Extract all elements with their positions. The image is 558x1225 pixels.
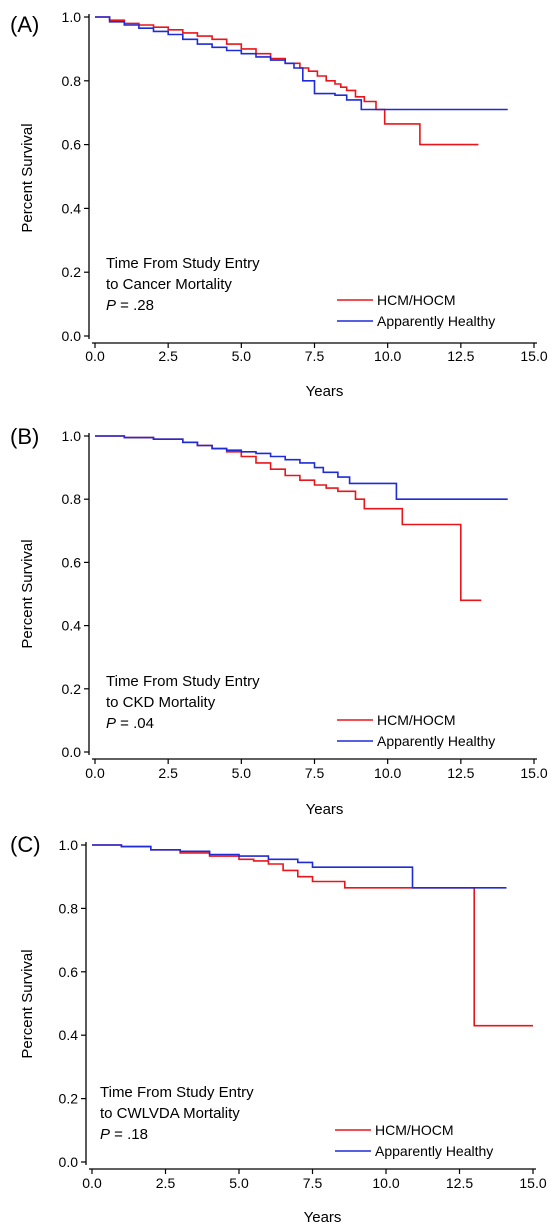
y-tick-label: 0.4 bbox=[62, 618, 82, 634]
y-tick-label: 0.6 bbox=[59, 964, 79, 980]
chart-panel-1: (A) 0.0 0.2 0.4 0.6 0.8 1.0 0.0 2.5 5.0 7.5 10.0 12.… bbox=[10, 9, 548, 400]
x-tick-label: 5.0 bbox=[232, 348, 252, 364]
legend-entry: Apparently Healthy bbox=[377, 733, 495, 749]
annotation-line-2: to CKD Mortality bbox=[106, 694, 216, 711]
x-tick-label: 15.0 bbox=[520, 348, 547, 364]
y-tick-label: 0.8 bbox=[59, 900, 79, 916]
x-tick-label: 0.0 bbox=[85, 765, 105, 781]
legend-entry: HCM/HOCM bbox=[377, 292, 456, 308]
p-value-text: P = .18 bbox=[100, 1126, 148, 1143]
x-tick-label: 10.0 bbox=[374, 348, 401, 364]
series-line-hcm-hocm bbox=[95, 16, 479, 146]
x-tick-label: 12.5 bbox=[447, 348, 474, 364]
x-tick-label: 7.5 bbox=[305, 765, 325, 781]
panel-label: (B) bbox=[10, 424, 39, 449]
annotation-line-2: to CWLVDA Mortality bbox=[100, 1105, 240, 1122]
x-tick-label: 10.0 bbox=[372, 1175, 399, 1191]
x-tick-label: 15.0 bbox=[520, 765, 547, 781]
y-tick-label: 0.4 bbox=[62, 200, 82, 216]
x-tick-label: 0.0 bbox=[82, 1175, 102, 1191]
y-tick-label: 1.0 bbox=[62, 428, 82, 444]
series-line-apparently-healthy bbox=[92, 844, 507, 889]
x-axis-title: Years bbox=[306, 801, 344, 818]
p-value-text: P = .04 bbox=[106, 715, 154, 732]
y-tick-label: 0.4 bbox=[59, 1027, 79, 1043]
legend-entry: Apparently Healthy bbox=[377, 313, 495, 329]
y-tick-label: 0.0 bbox=[62, 744, 82, 760]
x-tick-label: 2.5 bbox=[158, 765, 178, 781]
x-tick-label: 12.5 bbox=[447, 765, 474, 781]
y-tick-label: 0.2 bbox=[62, 681, 82, 697]
legend-entry: HCM/HOCM bbox=[377, 712, 456, 728]
legend-entry: HCM/HOCM bbox=[375, 1122, 454, 1138]
x-tick-label: 5.0 bbox=[229, 1175, 249, 1191]
y-tick-label: 0.0 bbox=[59, 1154, 79, 1170]
x-tick-label: 0.0 bbox=[85, 348, 105, 364]
panel-label: (A) bbox=[10, 12, 39, 37]
x-tick-label: 5.0 bbox=[232, 765, 252, 781]
annotation-line-1: Time From Study Entry bbox=[106, 255, 260, 272]
y-tick-label: 0.8 bbox=[62, 73, 82, 89]
y-tick-label: 1.0 bbox=[62, 9, 82, 25]
y-tick-label: 0.0 bbox=[62, 328, 82, 344]
legend-entry: Apparently Healthy bbox=[375, 1143, 493, 1159]
p-value-text: P = .28 bbox=[106, 297, 154, 314]
series-line-apparently-healthy bbox=[95, 435, 508, 500]
x-tick-label: 7.5 bbox=[303, 1175, 323, 1191]
x-axis-title: Years bbox=[306, 383, 344, 400]
y-axis-title: Percent Survival bbox=[19, 123, 36, 232]
x-tick-label: 7.5 bbox=[305, 348, 325, 364]
y-tick-label: 0.2 bbox=[62, 264, 82, 280]
series-line-apparently-healthy bbox=[95, 16, 508, 111]
y-axis-title: Percent Survival bbox=[19, 949, 36, 1058]
y-tick-label: 0.6 bbox=[62, 554, 82, 570]
annotation-line-1: Time From Study Entry bbox=[106, 673, 260, 690]
x-tick-label: 12.5 bbox=[446, 1175, 473, 1191]
y-tick-label: 0.6 bbox=[62, 137, 82, 153]
annotation-line-1: Time From Study Entry bbox=[100, 1084, 254, 1101]
y-axis-title: Percent Survival bbox=[19, 539, 36, 648]
x-tick-label: 2.5 bbox=[158, 348, 178, 364]
chart-panel-3: (C) 0.0 0.2 0.4 0.6 0.8 1.0 0.0 2.5 5.0 7.5 10.0 12.… bbox=[10, 832, 547, 1225]
chart-panel-2: (B) 0.0 0.2 0.4 0.6 0.8 1.0 0.0 2.5 5.0 7.5 10.0 12.… bbox=[10, 424, 548, 818]
x-axis-title: Years bbox=[304, 1209, 342, 1225]
y-tick-label: 0.2 bbox=[59, 1091, 79, 1107]
series-line-hcm-hocm bbox=[95, 435, 482, 602]
y-tick-label: 0.8 bbox=[62, 491, 82, 507]
panel-label: (C) bbox=[10, 832, 41, 857]
x-tick-label: 15.0 bbox=[519, 1175, 546, 1191]
x-tick-label: 2.5 bbox=[156, 1175, 176, 1191]
series-line-hcm-hocm bbox=[92, 844, 533, 1027]
y-tick-label: 1.0 bbox=[59, 837, 79, 853]
x-tick-label: 10.0 bbox=[374, 765, 401, 781]
annotation-line-2: to Cancer Mortality bbox=[106, 276, 232, 293]
